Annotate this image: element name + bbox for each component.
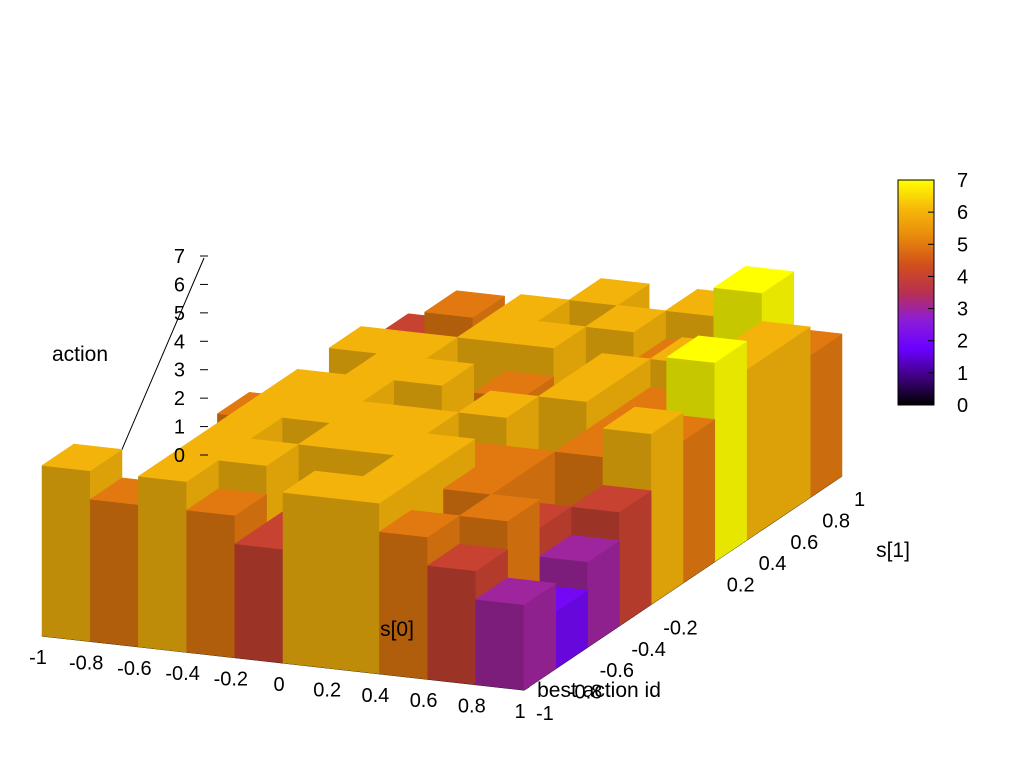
surface-wall	[475, 599, 525, 691]
surface-wall	[650, 411, 684, 605]
surface-top	[665, 335, 748, 363]
x-axis-title: s[0]	[380, 618, 414, 641]
z-tick-label: 7	[174, 246, 185, 268]
y-tick-label: 0.8	[822, 510, 850, 532]
surface-wall	[809, 333, 843, 498]
surface-top	[537, 374, 620, 402]
surface-top	[426, 543, 509, 572]
x-tick-label: 0.8	[458, 696, 486, 718]
y-tick-label: -0.2	[663, 617, 697, 639]
surface-top	[378, 509, 461, 538]
surface-top	[41, 443, 123, 472]
x-tick-label: 0.2	[313, 679, 341, 701]
x-tick-label: 0	[273, 674, 284, 696]
surface-top	[393, 358, 475, 386]
surface-wall	[41, 465, 91, 642]
colorbar-tick-label: 0	[957, 395, 968, 417]
x-tick-label: -1	[29, 647, 47, 669]
surface-top	[475, 577, 557, 605]
surface-wall	[379, 531, 428, 680]
surface-wall	[714, 340, 747, 563]
y-tick-label: 0.2	[727, 575, 755, 597]
x-tick-label: 0.4	[361, 685, 389, 707]
y-tick-label: 1	[854, 489, 865, 511]
colorbar-tick-label: 6	[957, 202, 968, 224]
surface-wall	[186, 509, 236, 658]
y-axis-title: s[1]	[876, 539, 910, 562]
surface-top	[570, 485, 652, 513]
surface-top	[602, 406, 684, 435]
surface-wall	[427, 565, 477, 685]
x-tick-label: -0.6	[117, 658, 151, 680]
surface-wall	[746, 347, 779, 541]
x-tick-label: 0.6	[410, 690, 438, 712]
z-tick-label: 3	[174, 360, 185, 382]
surface-wall	[138, 475, 187, 653]
y-tick-label: 0.6	[790, 532, 818, 554]
x-tick-label: 1	[514, 701, 525, 723]
surface-mesh	[41, 265, 843, 691]
surface-wall	[682, 418, 716, 584]
surface-top	[137, 454, 220, 482]
colorbar-tick-label: 7	[957, 170, 968, 192]
colorbar: 0 1 2 3 4 5 6 7	[897, 170, 968, 417]
colorbar-tick-label: 5	[957, 234, 968, 256]
surface-top	[568, 278, 650, 306]
y-tick-label: 0.4	[759, 553, 787, 575]
x-tick-label: -0.2	[214, 669, 248, 691]
surface-top	[458, 493, 541, 522]
surface-top	[217, 438, 300, 466]
colorbar-gradient	[897, 179, 935, 406]
x-tick-label: -0.8	[69, 652, 103, 674]
surface-top	[713, 265, 795, 294]
z-tick-label: 5	[174, 303, 185, 325]
y-tick-label: -0.8	[568, 682, 602, 704]
surface-top	[504, 320, 587, 349]
colorbar-tick-label: 2	[957, 331, 968, 353]
surface-wall	[234, 543, 284, 664]
surface-top	[442, 467, 524, 495]
colorbar-tick-label: 3	[957, 299, 968, 321]
colorbar-tick-label: 1	[957, 363, 968, 385]
z-tick-label: 0	[174, 445, 185, 467]
surface-top	[584, 304, 667, 333]
y-tick-label: -0.4	[631, 639, 665, 661]
z-tick-label: 1	[174, 417, 185, 439]
colorbar-tick-label: 4	[957, 266, 968, 288]
x-tick-label: -0.4	[165, 663, 199, 685]
surface-top	[185, 488, 268, 516]
surface-top	[423, 290, 506, 318]
surface-top	[457, 390, 540, 418]
surface-top	[330, 476, 412, 504]
z-axis-title: action	[52, 343, 108, 366]
surface-wall	[89, 498, 139, 648]
surface-top	[538, 534, 621, 563]
z-tick-label: 6	[174, 274, 185, 296]
y-tick-label: -0.6	[600, 660, 634, 682]
z-tick-label: 4	[174, 331, 185, 353]
surface-wall	[619, 490, 652, 627]
surface-wall	[282, 492, 332, 669]
plot-caption: best action id	[537, 679, 661, 702]
axis-tick-labels: -1 -0.8 -0.6 -0.4 -0.2 0 0.2 0.4 0.6 0.8 1 -1-0.8-0…	[29, 246, 865, 725]
surface-wall	[778, 326, 811, 520]
z-tick-label: 2	[174, 388, 185, 410]
y-tick-label: -1	[536, 703, 554, 725]
surface-wall	[330, 497, 380, 675]
